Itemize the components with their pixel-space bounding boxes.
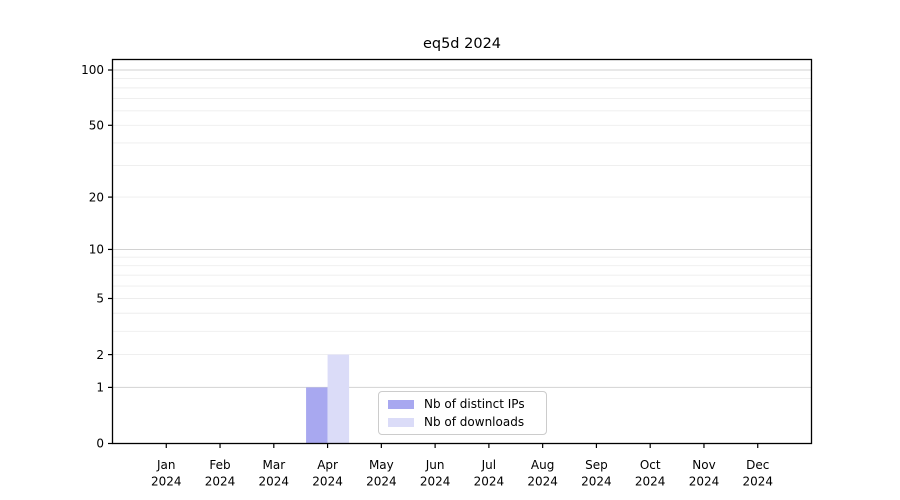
legend-item-distinct-ips: Nb of distinct IPs: [388, 398, 546, 410]
x-tick-label-year-jun: 2024: [420, 475, 451, 489]
legend-item-downloads: Nb of downloads: [388, 416, 546, 428]
x-tick-label-year-jul: 2024: [474, 475, 505, 489]
x-tick-label-month-may: May: [369, 458, 394, 472]
x-axis: Jan 2024 Feb 2024 Mar 2024 Apr 2024 May 2024 Jun 20…: [151, 443, 773, 489]
x-tick-label-year-sep: 2024: [581, 475, 612, 489]
y-tick-label-50: 50: [89, 119, 104, 133]
bar-downloads-apr: [327, 354, 350, 444]
minor-gridlines: [112, 77, 812, 356]
x-tick-label-month-jan: Jan: [156, 458, 176, 472]
y-tick-label-20: 20: [89, 190, 104, 204]
x-tick-label-month-apr: Apr: [317, 458, 338, 472]
plot-frame: [111, 58, 813, 445]
legend-label-downloads: Nb of downloads: [424, 415, 525, 429]
x-tick-label-month-oct: Oct: [640, 458, 661, 472]
legend-swatch-distinct-ips-icon: [388, 399, 414, 409]
x-tick-label-year-apr: 2024: [312, 475, 343, 489]
legend: Nb of distinct IPs Nb of downloads: [378, 391, 547, 435]
x-tick-label-year-aug: 2024: [527, 475, 558, 489]
y-tick-label-2: 2: [96, 348, 104, 362]
x-tick-label-month-jun: Jun: [425, 458, 445, 472]
legend-swatch-downloads-icon: [388, 417, 414, 427]
major-gridlines: [112, 69, 812, 388]
y-tick-label-100: 100: [81, 63, 104, 77]
x-tick-label-year-jan: 2024: [151, 475, 182, 489]
x-tick-label-month-sep: Sep: [585, 458, 608, 472]
x-tick-label-year-dec: 2024: [742, 475, 773, 489]
x-tick-label-year-mar: 2024: [259, 475, 290, 489]
bars: [306, 354, 350, 444]
y-axis: 0 1 2 5 10 20 50 100: [81, 63, 113, 451]
x-tick-label-month-dec: Dec: [746, 458, 769, 472]
bar-distinct-ips-apr: [306, 387, 328, 444]
y-tick-label-5: 5: [96, 292, 104, 306]
chart-title: eq5d 2024: [422, 36, 502, 52]
x-tick-label-year-feb: 2024: [205, 475, 236, 489]
legend-label-distinct-ips: Nb of distinct IPs: [424, 397, 525, 411]
x-tick-label-year-may: 2024: [366, 475, 397, 489]
x-tick-label-month-nov: Nov: [692, 458, 715, 472]
x-tick-label-month-mar: Mar: [262, 458, 285, 472]
x-tick-label-month-aug: Aug: [531, 458, 554, 472]
x-tick-label-month-jul: Jul: [481, 458, 496, 472]
y-tick-label-10: 10: [89, 243, 104, 257]
x-tick-label-year-nov: 2024: [689, 475, 720, 489]
x-tick-label-month-feb: Feb: [209, 458, 230, 472]
y-tick-label-1: 1: [96, 381, 104, 395]
y-tick-label-0: 0: [96, 437, 104, 451]
x-tick-label-year-oct: 2024: [635, 475, 666, 489]
